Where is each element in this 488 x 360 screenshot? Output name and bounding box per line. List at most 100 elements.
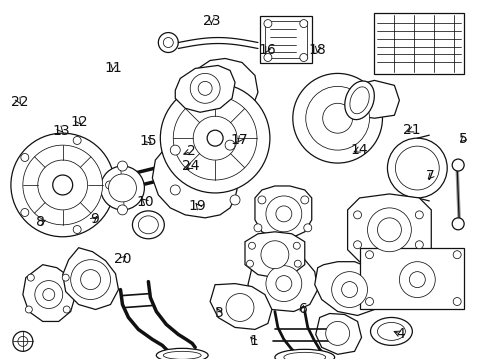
Text: 18: 18 — [308, 43, 326, 57]
Circle shape — [367, 208, 410, 252]
Text: 17: 17 — [230, 133, 248, 147]
Text: 15: 15 — [139, 134, 157, 148]
Circle shape — [190, 73, 220, 103]
Text: 19: 19 — [188, 199, 206, 213]
Circle shape — [365, 251, 373, 259]
Circle shape — [294, 260, 301, 267]
Text: 4: 4 — [395, 327, 404, 341]
Text: 23: 23 — [202, 14, 220, 28]
Circle shape — [395, 146, 438, 190]
Circle shape — [21, 153, 29, 161]
Circle shape — [399, 262, 434, 298]
Circle shape — [62, 274, 69, 281]
Circle shape — [23, 145, 102, 225]
Circle shape — [452, 251, 460, 259]
Circle shape — [224, 140, 235, 150]
Ellipse shape — [156, 348, 208, 360]
Text: 13: 13 — [52, 123, 70, 138]
Circle shape — [386, 138, 447, 198]
Circle shape — [353, 241, 361, 249]
Circle shape — [207, 130, 223, 146]
Circle shape — [265, 196, 301, 232]
Circle shape — [275, 206, 291, 222]
Polygon shape — [244, 232, 304, 278]
Circle shape — [193, 116, 237, 160]
Circle shape — [414, 211, 423, 219]
Circle shape — [451, 159, 463, 171]
Circle shape — [117, 161, 127, 171]
Circle shape — [38, 160, 87, 210]
Circle shape — [414, 241, 423, 249]
Circle shape — [81, 270, 101, 289]
Circle shape — [25, 306, 32, 313]
Polygon shape — [62, 248, 118, 310]
Circle shape — [451, 218, 463, 230]
Polygon shape — [152, 58, 258, 218]
Circle shape — [341, 282, 357, 298]
Text: 8: 8 — [37, 215, 45, 229]
Text: 9: 9 — [90, 212, 99, 226]
Circle shape — [108, 174, 136, 202]
Polygon shape — [314, 262, 381, 315]
Circle shape — [248, 242, 255, 249]
Text: 2: 2 — [186, 144, 195, 158]
Ellipse shape — [132, 211, 164, 239]
Circle shape — [331, 272, 367, 307]
Circle shape — [11, 133, 114, 237]
Circle shape — [198, 81, 212, 95]
Circle shape — [73, 136, 81, 144]
Polygon shape — [349, 80, 399, 118]
Circle shape — [71, 260, 110, 300]
Circle shape — [246, 260, 253, 267]
Circle shape — [365, 298, 373, 306]
Circle shape — [73, 225, 81, 234]
Text: 10: 10 — [136, 194, 154, 208]
Polygon shape — [315, 314, 361, 354]
Circle shape — [377, 218, 401, 242]
Circle shape — [293, 242, 300, 249]
Circle shape — [325, 321, 349, 345]
Text: 22: 22 — [11, 95, 28, 109]
Circle shape — [170, 185, 180, 195]
Polygon shape — [23, 265, 76, 321]
Circle shape — [258, 196, 265, 204]
Circle shape — [292, 73, 382, 163]
Circle shape — [261, 241, 288, 269]
Circle shape — [101, 166, 144, 210]
Bar — [374, 13, 463, 75]
Circle shape — [170, 145, 180, 155]
Circle shape — [264, 54, 271, 62]
Circle shape — [27, 274, 34, 281]
Circle shape — [18, 336, 28, 346]
Ellipse shape — [138, 216, 158, 234]
Ellipse shape — [163, 351, 201, 359]
Circle shape — [303, 224, 311, 232]
Circle shape — [299, 20, 307, 28]
Circle shape — [21, 208, 29, 216]
Ellipse shape — [349, 87, 368, 114]
Ellipse shape — [377, 323, 405, 340]
Ellipse shape — [344, 81, 373, 120]
Polygon shape — [247, 255, 317, 311]
Circle shape — [299, 54, 307, 62]
Circle shape — [452, 298, 460, 306]
Text: 3: 3 — [214, 306, 223, 320]
Text: 24: 24 — [182, 159, 199, 174]
Circle shape — [35, 280, 62, 309]
Circle shape — [264, 20, 271, 28]
Circle shape — [63, 306, 70, 313]
Circle shape — [229, 195, 240, 205]
Circle shape — [173, 96, 256, 180]
Text: 21: 21 — [403, 123, 420, 137]
Text: 11: 11 — [104, 61, 122, 75]
Circle shape — [300, 196, 308, 204]
Text: 16: 16 — [258, 43, 275, 57]
Circle shape — [225, 293, 253, 321]
Text: 12: 12 — [70, 115, 87, 129]
Bar — [264, 21, 306, 58]
Circle shape — [408, 272, 425, 288]
Ellipse shape — [274, 349, 334, 360]
Text: 14: 14 — [350, 143, 367, 157]
Bar — [359, 248, 463, 310]
Circle shape — [117, 205, 127, 215]
